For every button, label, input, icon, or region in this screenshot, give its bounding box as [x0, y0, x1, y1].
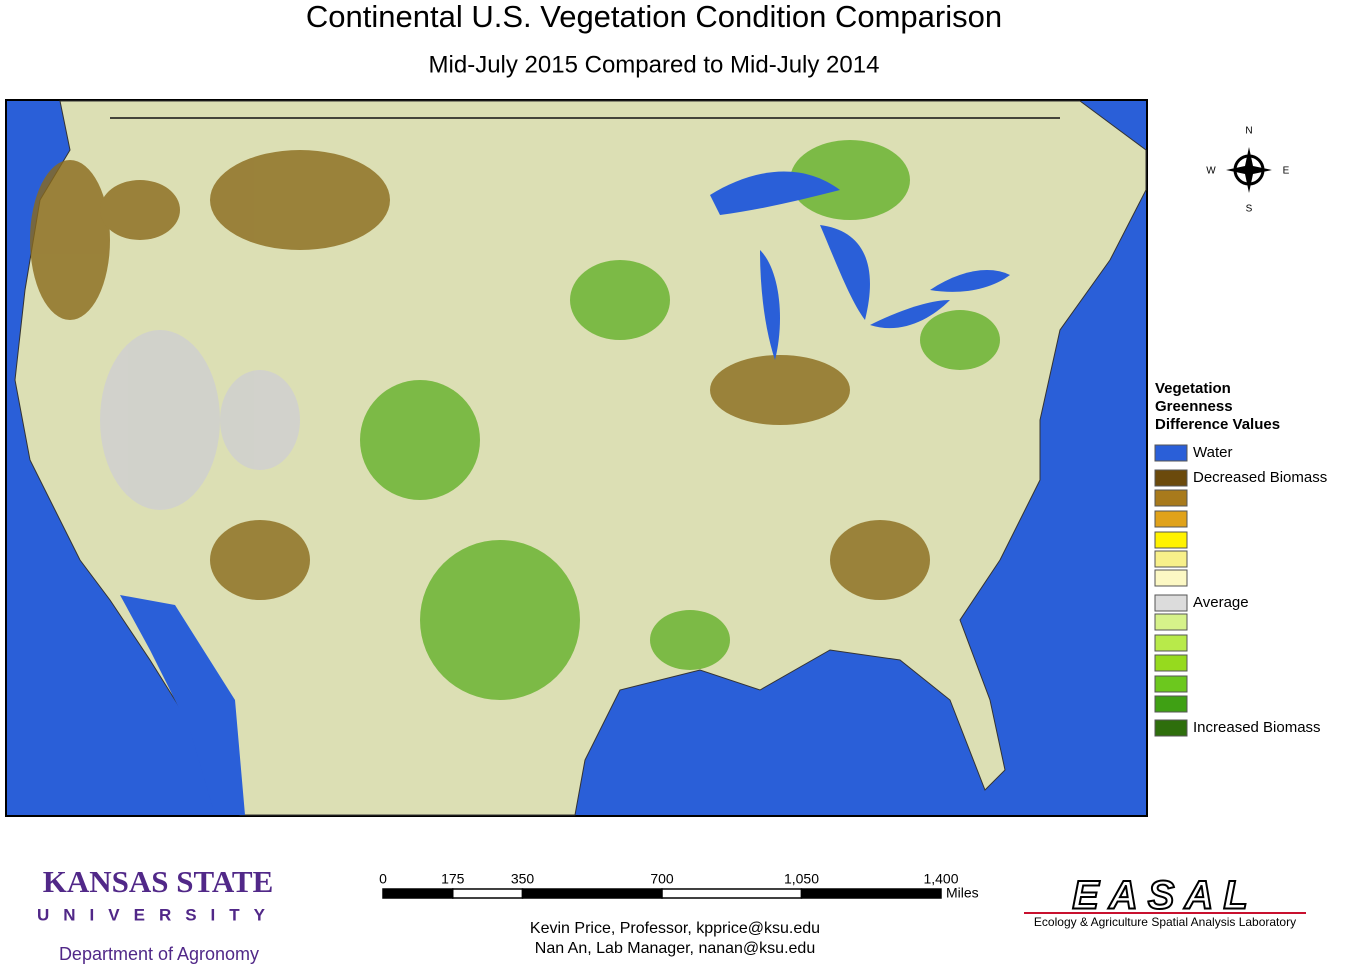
compass-e: E: [1283, 166, 1290, 177]
scale-tick-label: 1,400: [923, 871, 958, 887]
scale-tick-label: 350: [511, 871, 535, 887]
legend-swatch: [1154, 654, 1188, 672]
map: [5, 99, 1148, 817]
subtitle: Mid-July 2015 Compared to Mid-July 2014: [429, 51, 880, 78]
legend-title: Difference Values: [1155, 416, 1280, 433]
legend-label: Decreased Biomass: [1193, 469, 1327, 486]
credit-line: Kevin Price, Professor, kpprice@ksu.edu: [530, 920, 820, 937]
university-name: KANSAS STATE: [43, 864, 274, 899]
scale-segment: [452, 888, 524, 899]
legend-swatch: [1154, 569, 1188, 587]
scale-segment: [661, 888, 803, 899]
legend-swatch: [1154, 489, 1188, 507]
decrease-patches: [30, 150, 930, 600]
scale-tick-label: 700: [650, 871, 674, 887]
lab-name: EASAL: [1072, 874, 1258, 918]
title: Continental U.S. Vegetation Condition Co…: [306, 0, 1002, 34]
university-sub: UNIVERSITY: [37, 905, 279, 924]
average-patches: [100, 330, 300, 510]
compass: N S E W: [1206, 126, 1289, 215]
legend-swatch: [1154, 613, 1188, 631]
gulf-of-california: [120, 595, 245, 815]
compass-s: S: [1246, 204, 1253, 215]
legend-label: Increased Biomass: [1193, 719, 1321, 736]
compass-w: W: [1206, 166, 1216, 177]
legend-swatch: [1154, 634, 1188, 652]
legend-swatch: [1154, 469, 1188, 487]
legend-swatch: [1154, 550, 1188, 568]
legend-swatch: [1154, 719, 1188, 737]
department: Department of Agronomy: [59, 944, 259, 964]
increase-patches: [360, 140, 1000, 700]
legend-swatch: [1154, 531, 1188, 549]
scale-tick-label: 175: [441, 871, 465, 887]
legend-swatch: [1154, 444, 1188, 462]
scale-tick-label: 0: [379, 871, 387, 887]
legend-title: Greenness: [1155, 398, 1233, 415]
compass-n: N: [1245, 126, 1252, 137]
legend-swatch: [1154, 675, 1188, 693]
great-lakes: [710, 171, 1010, 360]
scale-unit: Miles: [946, 885, 979, 901]
scale-tick-label: 1,050: [784, 871, 819, 887]
legend-title: Vegetation: [1155, 380, 1231, 397]
legend-label: Average: [1193, 594, 1249, 611]
legend-swatch: [1154, 594, 1188, 612]
scale-segment: [521, 888, 663, 899]
legend-swatch: [1154, 510, 1188, 528]
scale-segment: [800, 888, 942, 899]
legend-label: Water: [1193, 444, 1232, 461]
legend-swatch: [1154, 695, 1188, 713]
credit-line: Nan An, Lab Manager, nanan@ksu.edu: [535, 940, 815, 957]
lab-full: Ecology & Agriculture Spatial Analysis L…: [1034, 915, 1296, 929]
scale-segment: [382, 888, 454, 899]
